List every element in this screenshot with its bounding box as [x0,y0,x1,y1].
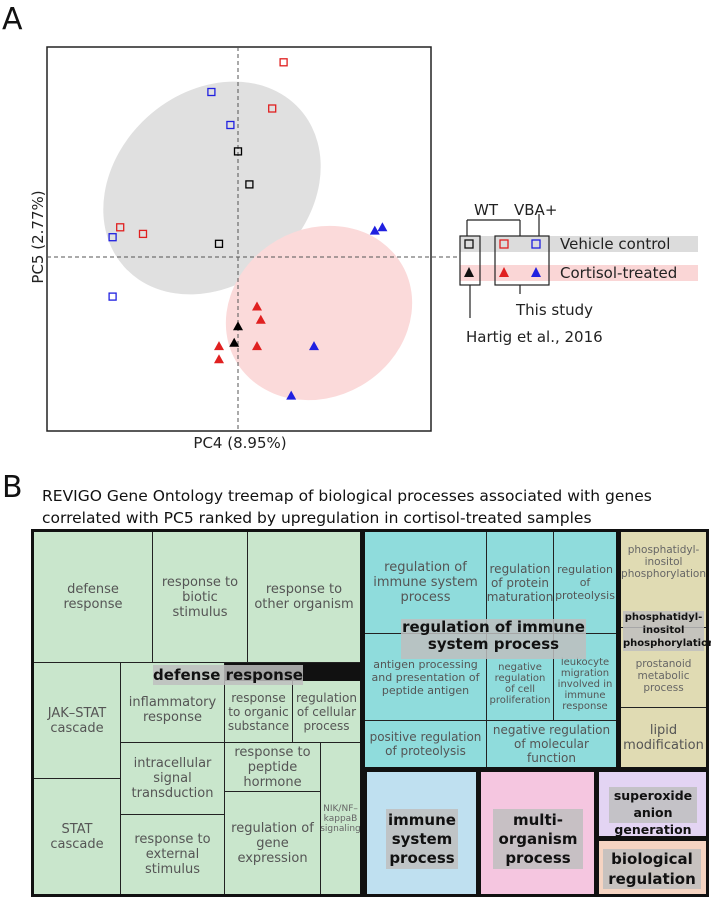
data-point-triangle-g5-2 [309,341,319,351]
tile-intracellular-signal-transduction: intracellular signal transduction [121,743,225,815]
data-point-square-g0-2 [214,239,224,248]
data-point-square-g2-0 [207,87,216,97]
group-label-multi-organism-process: multi-organism process [493,809,583,869]
data-point-triangle-g4-3 [214,354,224,364]
legend-vba-triangle [531,267,541,277]
tile-response-to-biotic-stimulus: response to biotic stimulus [153,532,248,663]
legend-this-study-label: This study [516,301,594,319]
x-axis-label: PC4 (8.95%) [193,434,287,452]
tile-leukocyte-migration: leukocyte migration involved in immune r… [554,634,616,721]
legend-vehicle-label: Vehicle control [560,235,671,253]
data-point-triangle-g5-3 [286,390,297,400]
tile-response-to-external-stimulus: response to external stimulus [121,815,225,894]
tile-negative-regulation-of-molecular-function: negative regulation of molecular functio… [487,721,616,767]
legend-cortisol-label: Cortisol-treated [560,264,678,282]
data-point-triangle-g4-1 [255,314,266,324]
data-point-square-g1-3 [138,229,148,239]
tile-positive-regulation-of-proteolysis: positive regulation of proteolysis [365,721,487,767]
legend-cortisol-band [460,265,698,281]
data-point-square-g2-1 [226,120,235,130]
tile-response-to-other-organism: response to other organism [248,532,360,663]
tile-lipid-modification: lipid modification [621,708,706,767]
tile-response-to-peptide-hormone: response to peptide hormone [225,743,321,792]
group-label-defense-response: defense response [153,665,303,685]
tile-regulation-of-protein-maturation: regulation of protein maturation [487,532,554,634]
legend-wt-hartig-triangle [464,267,474,277]
tile-jak-stat-cascade: JAK–STAT cascade [34,663,121,779]
data-point-square-g1-2 [116,223,125,232]
go-treemap: defense response response to biotic stim… [31,529,711,897]
pca-scatter-plot [46,46,698,432]
legend-vba-square [531,239,541,249]
data-point-triangle-g4-2 [214,341,224,351]
data-point-square-g1-1 [268,104,277,113]
data-point-square-g0-0 [233,147,243,156]
tile-stat-cascade: STAT cascade [34,779,121,894]
data-point-triangle-g4-0 [252,301,262,311]
panel-a-letter: A [2,2,23,37]
legend-graphics [459,214,698,318]
group-label-immune-system-process: immune system process [386,809,458,869]
data-point-triangle-g5-0 [369,225,380,235]
tile-regulation-of-proteolysis: regulation of proteolysis [554,532,616,634]
data-point-square-g2-3 [108,292,117,301]
plot-frame [46,46,432,432]
tile-regulation-of-immune-system-process: regulation of immune system process [365,532,487,634]
legend-vba-label: VBA+ [514,201,558,219]
group-label-biological-regulation: biological regulation [603,849,701,889]
group-label-regulation-of-immune-system-process: regulation of immune system process [401,618,586,659]
legend-hartig-label: Hartig et al., 2016 [466,328,603,346]
legend-this-study-box [494,235,550,286]
group-label-phosphatidyl-inositol-phosphorylation: phosphatidyl-inositol phosphorylation [623,611,711,651]
legend-wt-study-triangle [499,267,509,277]
panel-b-letter: B [2,470,23,505]
y-axis-label: PC5 (2.77%) [29,190,47,284]
ellipse-vehicle-control [103,81,321,295]
ellipse-cortisol-treated [225,225,413,401]
data-point-square-g0-1 [245,180,254,189]
group-label-superoxide-anion-generation: superoxide anion generation [609,787,697,837]
data-point-square-g2-2 [108,233,117,242]
legend-wt-label: WT [474,201,498,219]
data-point-square-g1-0 [279,58,288,67]
data-point-triangle-g4-4 [252,341,262,351]
tile-response-to-organic-substance: response to organic substance [225,681,293,743]
panel-b-title-line-1: REVIGO Gene Ontology treemap of biologic… [42,487,652,505]
panel-b-title-line-2: correlated with PC5 ranked by upregulati… [42,509,592,527]
data-point-triangle-g5-1 [377,222,388,232]
legend-vehicle-band [460,236,698,252]
legend-wt-hartig-square [464,239,474,249]
data-point-triangle-g3-1 [229,337,240,347]
data-point-triangle-g3-0 [233,321,243,331]
tile-regulation-of-cellular-process: regulation of cellular process [293,681,360,743]
tile-nik-nf-kappab-signaling: NIK/NF–kappaB signaling [321,743,360,894]
tile-regulation-of-gene-expression: regulation of gene expression [225,792,321,894]
tile-defense-response: defense response [34,532,153,663]
legend-wt-study-square [499,239,509,249]
